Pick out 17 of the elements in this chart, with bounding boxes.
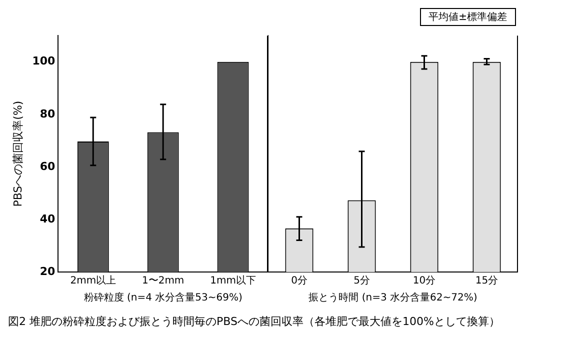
x-tick-label: 1mm以下 <box>210 274 256 287</box>
x-tick-label: 2mm以上 <box>70 274 116 287</box>
caption: 図2 堆肥の粉砕粒度および振とう時間毎のPBSへの菌回収率（各堆肥で最大値を100%として換算） <box>8 314 501 329</box>
y-axis-title: PBSへの菌回収率(%) <box>11 100 24 207</box>
y-tick-label: 60 <box>40 160 56 173</box>
x-axis-title: 振とう時間 (n=3 水分含量62~72%) <box>308 292 478 304</box>
x-tick-label: 15分 <box>475 274 498 287</box>
x-tick-label: 0分 <box>291 274 308 287</box>
y-tick-label: 40 <box>40 212 56 226</box>
x-axis-title: 粉砕粒度 (n=4 水分含量53~69%) <box>84 292 242 304</box>
x-tick-label: 1〜2mm <box>142 276 184 287</box>
text: 平均値±標準偏差 <box>420 8 516 26</box>
x-tick-label: 5分 <box>354 274 370 287</box>
y-tick-label: 80 <box>40 107 56 120</box>
x-tick-label: 10分 <box>412 274 436 287</box>
y-tick-label: 100 <box>32 54 56 68</box>
y-tick-label: 20 <box>40 264 56 278</box>
